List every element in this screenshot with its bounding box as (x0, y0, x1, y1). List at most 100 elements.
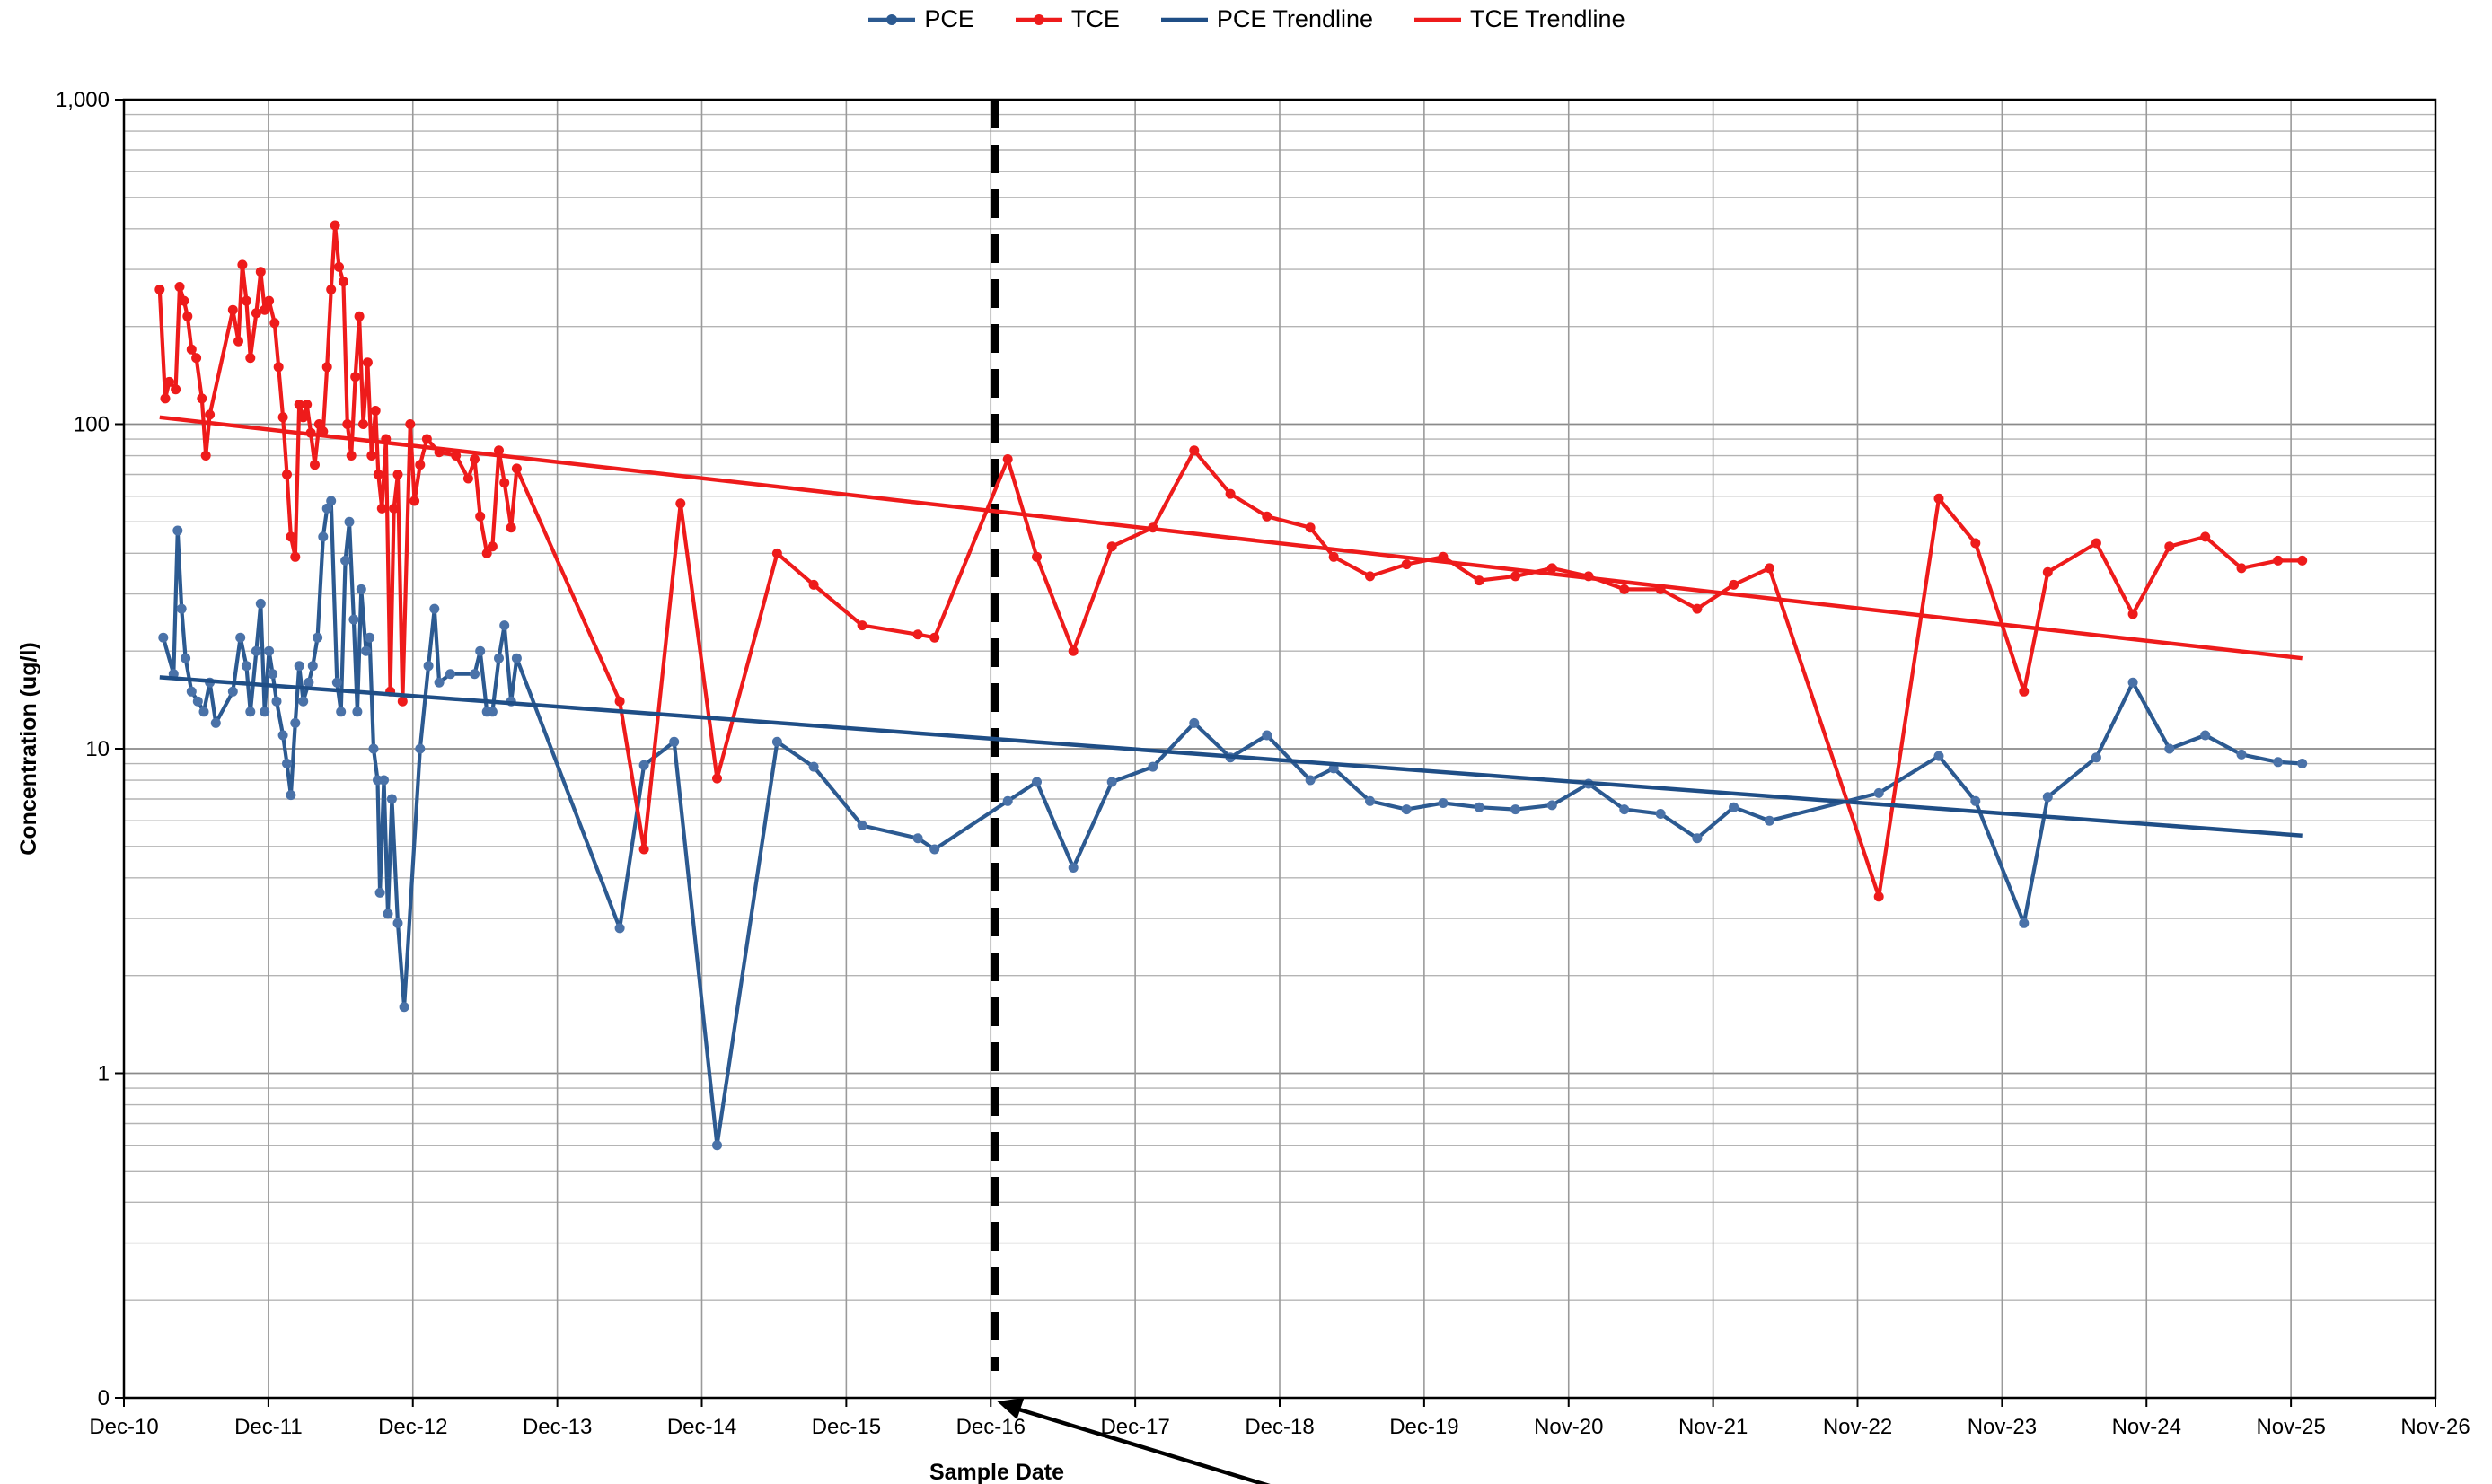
tce-point (481, 548, 492, 558)
pce-point (255, 598, 266, 609)
legend-item-tce-trendline: TCE Trendline (1413, 5, 1625, 33)
tce-point (475, 511, 486, 522)
tce-point (499, 478, 510, 488)
pce-point (638, 760, 649, 770)
legend-swatch-tce-trendline (1414, 17, 1462, 22)
x-axis-title: Sample Date (929, 1460, 1064, 1484)
series-pce-trendline (159, 675, 2303, 838)
y-tick-label: 0 (98, 1386, 110, 1410)
pce-point (251, 645, 261, 656)
tce-point (366, 451, 377, 461)
pce-point (186, 686, 197, 697)
tce-point (392, 470, 403, 479)
pce-point (434, 677, 445, 688)
legend-swatch-pce-trendline (1160, 17, 1208, 22)
pce-point (348, 614, 359, 625)
tce-point (2127, 609, 2138, 619)
arrow-annotation (997, 1398, 1271, 1484)
tce-point (354, 311, 365, 321)
legend-item-pce: PCE (867, 5, 974, 33)
tce-point (1764, 563, 1774, 574)
tce-point (1546, 563, 1557, 574)
tce-point (298, 412, 309, 423)
tce-point (1032, 551, 1042, 562)
tce-point (1305, 522, 1316, 533)
pce-point (2019, 918, 2030, 928)
tce-point (1401, 559, 1412, 570)
x-tick-label: Dec-19 (1389, 1415, 1458, 1439)
pce-point (271, 696, 282, 707)
legend-label-tce-trendline: TCE Trendline (1470, 5, 1625, 32)
pce-point (912, 833, 923, 844)
pce-point (326, 496, 337, 506)
tce-point (286, 531, 296, 542)
tce-point (197, 393, 207, 404)
tce-point (808, 579, 819, 590)
tce-point (362, 357, 373, 368)
pce-point (356, 584, 366, 594)
tce-point (237, 259, 248, 270)
pce-point (245, 707, 256, 717)
tce-point (370, 406, 381, 416)
pce-point (336, 707, 347, 717)
pce-point (2091, 752, 2101, 763)
pce-point (1692, 833, 1703, 844)
pce-point (331, 677, 342, 688)
pce-point (268, 669, 278, 680)
pce-point (210, 717, 221, 728)
pce-point (399, 1002, 409, 1013)
pce-point (1189, 717, 1200, 728)
pce-point (241, 661, 251, 672)
tce-point (251, 308, 261, 319)
legend-item-tce: TCE (1014, 5, 1120, 33)
tce-point (1225, 488, 1236, 499)
pce-point (1106, 777, 1117, 787)
tce-point (415, 460, 426, 470)
legend: PCE TCE PCE Trendline TCE Trendline (0, 5, 2492, 33)
tce-point (1692, 603, 1703, 614)
pce-point (423, 661, 434, 672)
pce-point (1365, 795, 1375, 806)
pce-point (307, 661, 318, 672)
tce-point (321, 362, 332, 373)
tce-point (2019, 686, 2030, 697)
x-tick-label: Nov-25 (2256, 1415, 2325, 1439)
tce-point (2200, 531, 2211, 542)
legend-swatch-pce (868, 13, 916, 25)
x-tick-label: Dec-15 (812, 1415, 881, 1439)
tce-point (389, 503, 400, 514)
pce-point (475, 645, 486, 656)
pce-point (294, 661, 304, 672)
tce-point (241, 295, 251, 306)
tce-point (1328, 551, 1339, 562)
pce-point (929, 844, 940, 855)
pce-point (298, 696, 309, 707)
pce-point (172, 525, 183, 536)
x-tick-label: Dec-16 (956, 1415, 1026, 1439)
pce-point (181, 653, 191, 663)
pce-point (277, 730, 288, 741)
legend-swatch-tce (1015, 13, 1062, 25)
x-tick-label: Nov-20 (1534, 1415, 1603, 1439)
tce-point (264, 295, 275, 306)
tce-point (186, 344, 197, 355)
pce-point (2127, 677, 2138, 688)
pce-point (614, 923, 625, 934)
pce-point (1729, 802, 1739, 812)
legend-label-tce: TCE (1070, 5, 1120, 32)
pce-point (235, 632, 246, 643)
x-tick-label: Dec-18 (1245, 1415, 1314, 1439)
tce-point (1619, 584, 1630, 594)
tce-point (273, 362, 284, 373)
pce-point (1546, 800, 1557, 811)
tce-point (771, 548, 782, 558)
y-tick-label: 1 (98, 1062, 110, 1086)
tce-point (310, 460, 320, 470)
pce-point (2273, 757, 2284, 768)
tce-point (174, 282, 185, 292)
pce-point (487, 707, 498, 717)
tce-point (1474, 575, 1484, 586)
tce-point (200, 451, 211, 461)
pce-point (1655, 809, 1666, 819)
tce-point (326, 285, 337, 294)
